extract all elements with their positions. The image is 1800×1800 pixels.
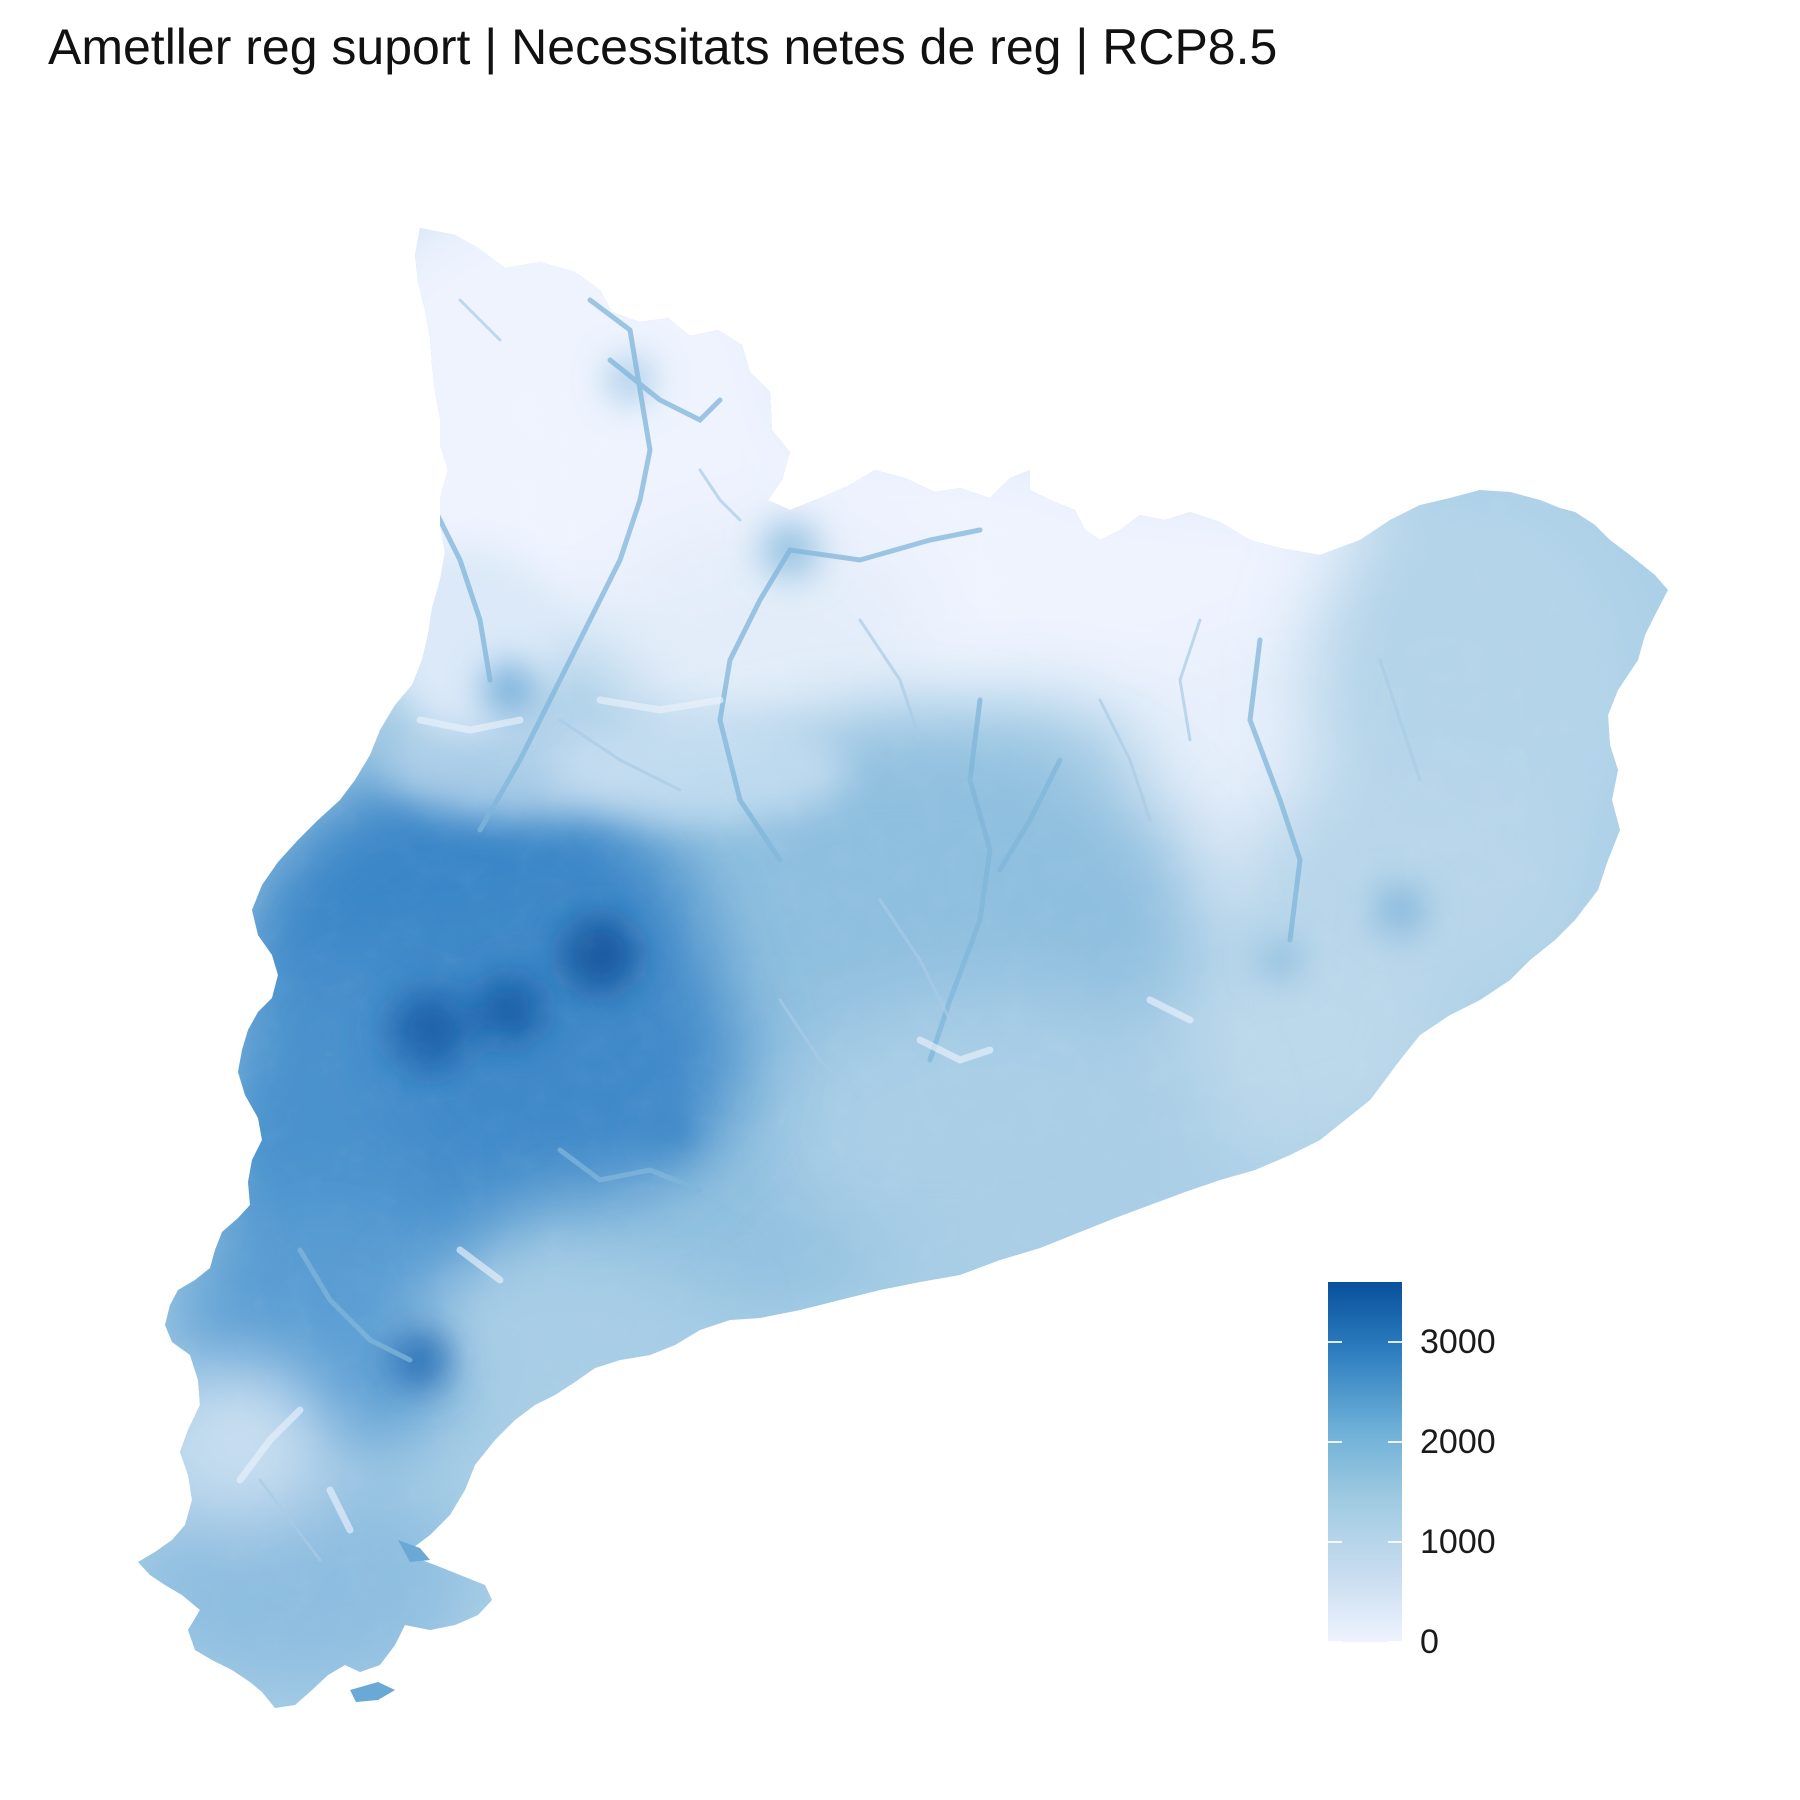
legend-tick-mark <box>1328 1341 1342 1343</box>
legend-tick-mark <box>1388 1541 1402 1543</box>
delta-spit-north <box>398 1540 430 1562</box>
delta-spit <box>350 1682 395 1702</box>
legend-tick-mark <box>1328 1641 1342 1643</box>
map-title: Ametller reg suport | Necessitats netes … <box>48 19 1278 75</box>
legend-tick-label: 1000 <box>1420 1523 1496 1561</box>
legend-tick-label: 0 <box>1420 1623 1439 1661</box>
legend-gradient-bar <box>1328 1282 1402 1642</box>
legend-tick-label: 3000 <box>1420 1323 1496 1361</box>
color-legend: 3000 2000 1000 0 <box>1328 1282 1528 1659</box>
legend-tick-mark <box>1388 1641 1402 1643</box>
legend-tick-mark <box>1388 1341 1402 1343</box>
legend-tick-mark <box>1328 1441 1342 1443</box>
legend-tick-mark <box>1388 1441 1402 1443</box>
legend-tick-label: 2000 <box>1420 1423 1496 1461</box>
legend-tick-mark <box>1328 1541 1342 1543</box>
